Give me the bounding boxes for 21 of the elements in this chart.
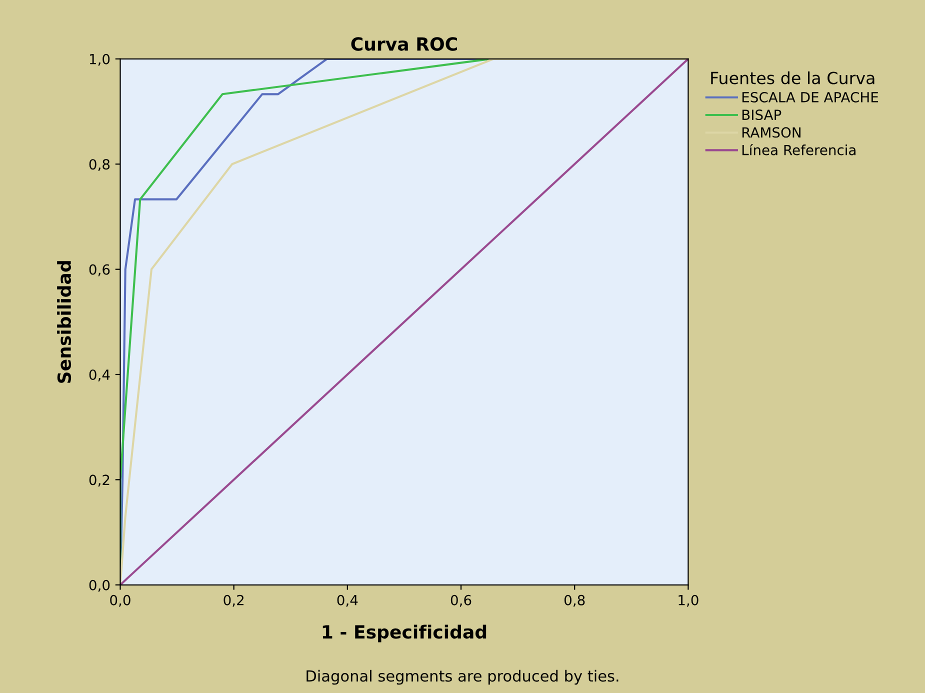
x-tick-label: 1,0 (678, 594, 698, 607)
x-tick-label: 0,6 (450, 594, 472, 607)
y-axis-title: Sensibilidad (57, 261, 72, 383)
legend-label: Línea Referencia (742, 144, 856, 156)
y-tick-label: 0,0 (89, 580, 110, 592)
chart-title: Curva ROC (351, 37, 457, 51)
x-tick-label: 0,2 (224, 594, 244, 607)
legend-label: ESCALA DE APACHE (742, 92, 878, 102)
x-axis-title: 1 - Especificidad (322, 624, 486, 642)
legend-label: RAMSON (742, 127, 800, 138)
text: Diagonal segments are produced by ties. (306, 670, 618, 685)
y-tick-label: 1,0 (90, 54, 110, 66)
x-tick-label: 0,8 (564, 594, 585, 607)
x-tick-label: 0,4 (337, 594, 358, 607)
x-tick-label: 0,0 (110, 594, 130, 607)
y-tick-label: 0,6 (89, 264, 110, 276)
y-tick-label: 0,8 (89, 159, 110, 171)
y-tick-label: 0,2 (89, 474, 110, 487)
y-tick-label: 0,4 (89, 369, 110, 382)
legend-label: BISAP (742, 110, 782, 120)
legend-title: Fuentes de la Curva (711, 71, 874, 84)
